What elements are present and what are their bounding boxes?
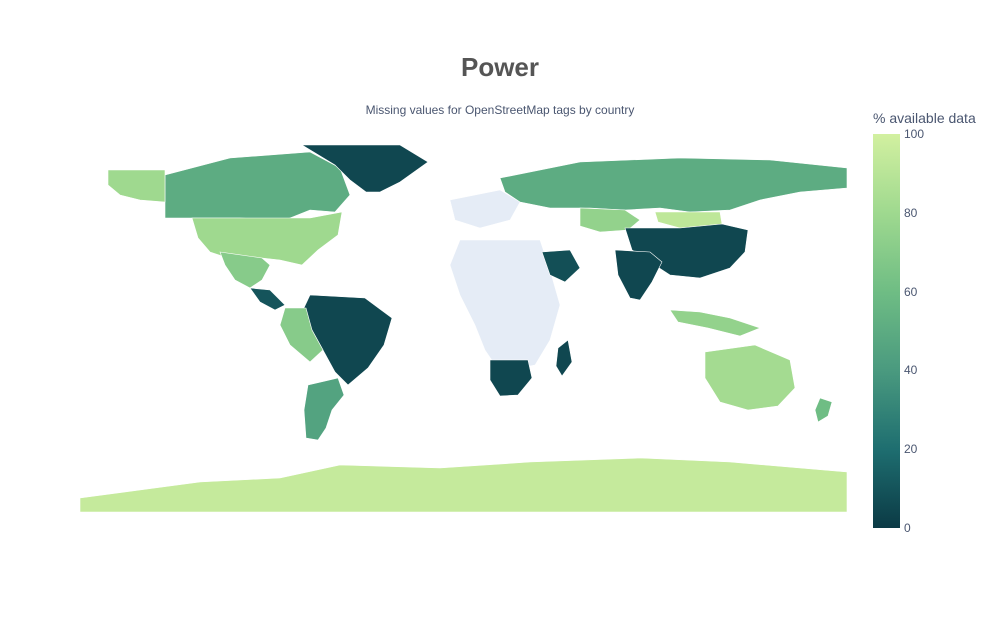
country-region[interactable] [499,157,847,213]
colorbar-tick-label: 40 [904,363,918,378]
country-region[interactable] [191,211,343,266]
colorbar-tick-label: 20 [904,442,918,457]
colorbar-tick-label: 100 [904,127,925,141]
colorbar-tick-label: 60 [904,284,918,299]
country-region[interactable] [303,377,345,441]
colorbar-tick-label: 80 [904,205,918,220]
country-region[interactable] [489,359,533,397]
country-region[interactable] [555,339,573,377]
country-region[interactable] [164,151,351,221]
country-region[interactable] [669,309,761,337]
colorbar [873,134,900,528]
country-region[interactable] [300,144,429,193]
country-region[interactable] [279,307,324,363]
country-region[interactable] [107,169,166,203]
country-region[interactable] [80,457,847,512]
colorbar-title: % available data [873,110,976,126]
no-data-region [449,189,521,229]
no-data-region [449,239,561,373]
chart-subtitle: Missing values for OpenStreetMap tags by… [365,103,635,117]
chart-title: Power [460,52,540,82]
country-region[interactable] [219,251,271,289]
colorbar-tick-label: 0 [904,521,911,535]
country-region[interactable] [814,397,833,423]
country-region[interactable] [704,344,796,411]
country-region[interactable] [249,287,286,311]
world-choropleth-map[interactable] [80,140,847,512]
country-region[interactable] [541,249,581,283]
country-region[interactable] [614,249,663,301]
